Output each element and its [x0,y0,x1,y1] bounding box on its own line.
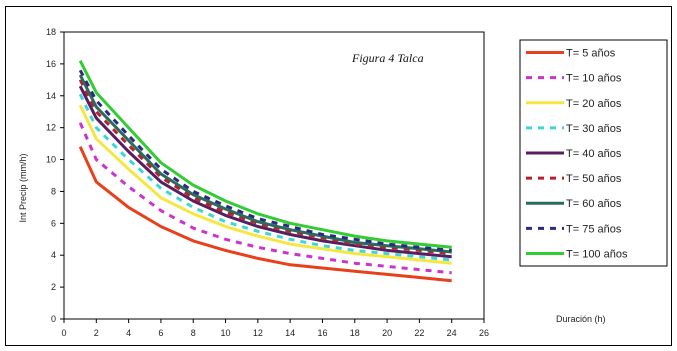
y-axis: 0 2 4 6 8 10 12 14 16 18 [46,27,64,324]
x-tick-label: 2 [94,328,99,338]
legend-label: T= 100 años [566,248,628,260]
x-tick-label: 24 [447,328,457,338]
chart-annotation: Figura 4 Talca [351,51,424,65]
series-line [78,104,452,265]
legend-label: T= 10 años [566,73,622,85]
series-line [78,85,452,259]
x-tick-label: 12 [253,328,263,338]
legend: T= 5 años T= 10 años T= 20 años T= 30 años T… [519,39,668,267]
y-tick-label: 2 [51,282,56,292]
y-tick-label: 18 [46,27,56,37]
series-line [78,74,452,254]
series-line [78,93,452,262]
legend-label: T= 50 años [566,173,622,185]
legend-label: T= 60 años [566,198,622,210]
plot-border [63,31,485,320]
legend-label: T= 75 años [566,223,622,235]
x-tick-label: 16 [317,328,327,338]
x-tick-label: 14 [285,328,295,338]
legend-label: T= 20 años [566,98,622,110]
x-tick-label: 0 [61,328,66,338]
x-tick-label: 10 [221,328,231,338]
plot-area [63,31,485,320]
series-layer [78,60,452,283]
x-tick-label: 6 [158,328,163,338]
legend-label: T= 5 años [566,48,616,60]
y-tick-label: 0 [51,314,56,324]
x-axis: 0 2 4 6 8 10 12 14 16 18 20 22 24 26 [61,319,489,338]
y-tick-label: 16 [46,59,56,69]
x-tick-label: 20 [382,328,392,338]
x-tick-label: 22 [414,328,424,338]
series-line [78,146,452,283]
x-axis-label: Duración (h) [556,314,606,324]
y-tick-label: 14 [46,91,56,101]
x-tick-label: 4 [126,328,131,338]
legend-label: T= 30 años [566,123,622,135]
y-tick-label: 12 [46,123,56,133]
y-tick-label: 6 [51,218,56,228]
x-tick-label: 18 [350,328,360,338]
y-tick-label: 10 [46,155,56,165]
y-tick-label: 8 [51,186,56,196]
legend-label: T= 40 años [566,148,622,160]
series-line [78,60,452,249]
x-tick-label: 26 [479,328,489,338]
y-axis-label: Int Precip (mm/h) [18,153,28,222]
y-tick-label: 4 [51,250,56,260]
x-tick-label: 8 [191,328,196,338]
